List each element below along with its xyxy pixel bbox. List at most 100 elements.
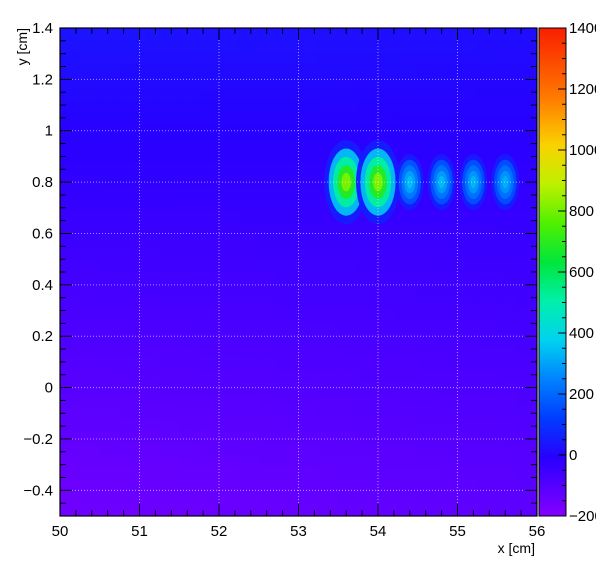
- heatmap-cell: [338, 479, 359, 493]
- heatmap-cell: [318, 40, 339, 53]
- heatmap-cell: [238, 357, 260, 371]
- heatmap-cell: [199, 223, 220, 236]
- y-tick-label: 1.4: [32, 20, 53, 37]
- heatmap-cell: [397, 125, 419, 139]
- heatmap-cell: [99, 198, 121, 212]
- heatmap-cell: [219, 442, 240, 456]
- heatmap-cell: [60, 479, 81, 493]
- heatmap-cell: [258, 284, 280, 297]
- heatmap-cell: [159, 162, 180, 175]
- heatmap-cell: [477, 406, 498, 419]
- heatmap-cell: [318, 76, 339, 90]
- heatmap-cell: [238, 272, 260, 285]
- heatmap-cell: [159, 186, 180, 200]
- colorbar-tick-label: 1000: [569, 142, 596, 159]
- heatmap-cell: [139, 198, 160, 212]
- heatmap-cell: [199, 394, 220, 407]
- heatmap-cell: [179, 381, 200, 395]
- heatmap-cell: [437, 418, 459, 432]
- heatmap-cell: [99, 223, 121, 236]
- heatmap-cell: [99, 247, 121, 261]
- heatmap-cell: [278, 369, 300, 383]
- heatmap-cell: [318, 259, 339, 273]
- y-tick-label: −0.2: [23, 431, 53, 448]
- heatmap-cell: [238, 76, 260, 90]
- heatmap-cell: [179, 223, 200, 236]
- heatmap-cell: [298, 479, 319, 493]
- heatmap-cell: [179, 40, 200, 53]
- heatmap-cell: [437, 272, 459, 285]
- heatmap-cell: [417, 296, 439, 310]
- heatmap-cell: [318, 320, 339, 334]
- heatmap-cell: [517, 40, 537, 53]
- heatmap-cell: [258, 101, 280, 114]
- heatmap-cell: [238, 381, 260, 395]
- heatmap-cell: [179, 467, 200, 480]
- heatmap-cell: [278, 162, 300, 175]
- heatmap-cell: [60, 64, 81, 78]
- heatmap-cell: [278, 320, 300, 334]
- heatmap-cell: [238, 235, 260, 249]
- heatmap-cell: [199, 308, 220, 322]
- heatmap-cell: [358, 284, 379, 297]
- heatmap-cell: [159, 479, 180, 493]
- heatmap-cell: [258, 430, 280, 444]
- heatmap-cell: [358, 418, 379, 432]
- x-tick-label: 53: [290, 523, 307, 540]
- heatmap-cell: [99, 211, 121, 224]
- heatmap-cell: [457, 467, 478, 480]
- heatmap-cell: [179, 272, 200, 285]
- heatmap-cell: [119, 320, 141, 334]
- heatmap-cell: [378, 442, 399, 456]
- heatmap-cell: [378, 503, 399, 516]
- heatmap-cell: [199, 369, 220, 383]
- heatmap-cell: [159, 333, 180, 346]
- heatmap-cell: [477, 345, 498, 358]
- heatmap-cell: [417, 284, 439, 297]
- heatmap-cell: [199, 137, 220, 151]
- heatmap-cell: [517, 430, 537, 444]
- heatmap-cell: [219, 284, 240, 297]
- heatmap-cell: [298, 125, 319, 139]
- heatmap-field: [60, 28, 537, 516]
- heatmap-cell: [159, 247, 180, 261]
- heatmap-cell: [378, 259, 399, 273]
- heatmap-cell: [179, 394, 200, 407]
- heatmap-cell: [278, 198, 300, 212]
- heatmap-cell: [60, 211, 81, 224]
- heatmap-cell: [298, 308, 319, 322]
- heatmap-cell: [318, 369, 339, 383]
- heatmap-cell: [517, 381, 537, 395]
- hot-spot: [341, 172, 352, 192]
- heatmap-cell: [338, 406, 359, 419]
- heatmap-cell: [179, 235, 200, 249]
- heatmap-cell: [60, 418, 81, 432]
- heatmap-cell: [517, 186, 537, 200]
- heatmap-cell: [179, 442, 200, 456]
- heatmap-cell: [298, 40, 319, 53]
- heatmap-cell: [99, 52, 121, 66]
- heatmap-cell: [79, 174, 101, 188]
- heatmap-cell: [318, 491, 339, 505]
- heatmap-cell: [497, 247, 518, 261]
- heatmap-cell: [119, 223, 141, 236]
- heatmap-cell: [219, 259, 240, 273]
- heatmap-cell: [199, 235, 220, 249]
- heatmap-cell: [517, 357, 537, 371]
- heatmap-cell: [517, 479, 537, 493]
- heatmap-cell: [119, 235, 141, 249]
- heatmap-cell: [159, 357, 180, 371]
- heatmap-cell: [179, 406, 200, 419]
- heatmap-cell: [517, 101, 537, 114]
- heatmap-cell: [238, 89, 260, 102]
- heatmap-cell: [159, 418, 180, 432]
- heatmap-cell: [139, 345, 160, 358]
- heatmap-cell: [517, 369, 537, 383]
- heatmap-cell: [298, 467, 319, 480]
- colorbar-tick-label: 800: [569, 203, 594, 220]
- heatmap-cell: [477, 101, 498, 114]
- y-tick-label: 1.2: [32, 71, 53, 88]
- heatmap-cell: [60, 40, 81, 53]
- heatmap-cell: [477, 247, 498, 261]
- heatmap-cell: [338, 357, 359, 371]
